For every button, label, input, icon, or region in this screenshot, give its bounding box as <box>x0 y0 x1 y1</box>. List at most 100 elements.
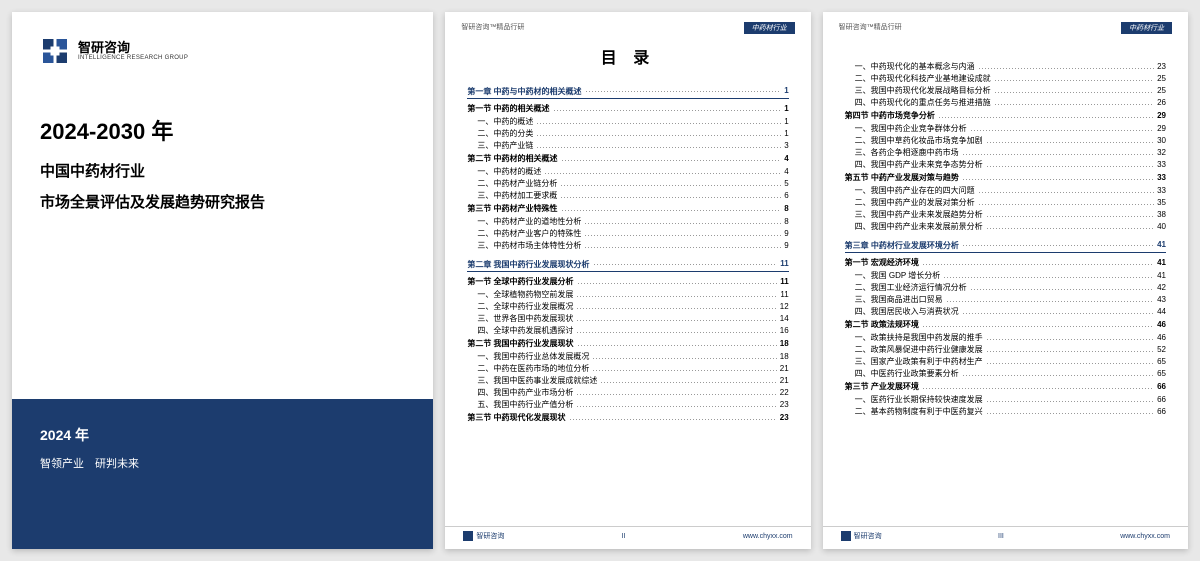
toc-label: 一、我国中药产业存在的四大问题 <box>855 185 975 196</box>
toc-footer: 智研咨询 III www.chyxx.com <box>823 526 1188 549</box>
toc-page-number: 1 <box>784 117 788 126</box>
toc-page-number: 40 <box>1157 222 1166 231</box>
toc-page-number: 66 <box>1157 382 1166 391</box>
toc-item: 一、我国中药企业竞争群体分析29 <box>855 123 1166 134</box>
toc-label: 一、中药的概述 <box>477 116 533 127</box>
toc-leader <box>560 192 781 198</box>
toc-label: 第一章 中药与中药材的相关概述 <box>467 86 581 97</box>
toc-label: 三、中药材加工要求概 <box>477 190 557 201</box>
header-badge: 中药材行业 <box>744 22 795 34</box>
toc-leader <box>536 142 781 148</box>
toc-item: 二、中药材产业链分析 5 <box>477 178 788 189</box>
toc-body: 第一章 中药与中药材的相关概述1第一节 中药的相关概述1一、中药的概述1二、中药… <box>445 78 810 526</box>
toc-leader <box>584 218 781 224</box>
toc-item: 四、我国居民收入与消费状况44 <box>855 306 1166 317</box>
toc-item: 二、我国中药产业的发展对策分析35 <box>855 197 1166 208</box>
toc-item: 四、中药现代化的重点任务与推进措施26 <box>855 97 1166 108</box>
toc-header: 智研咨询™精品行研 中药材行业 <box>823 12 1188 38</box>
toc-leader <box>938 112 1154 118</box>
toc-leader <box>962 308 1154 314</box>
toc-leader <box>584 230 781 236</box>
toc-label: 四、全球中药发展机遇探讨 <box>477 325 573 336</box>
toc-chapter: 第二章 我国中药行业发展现状分析11 <box>467 259 788 272</box>
toc-item: 一、医药行业长期保持较快速度发展66 <box>855 394 1166 405</box>
toc-label: 二、我国中草药化妆品市场竞争加剧 <box>855 135 983 146</box>
toc-page-number: 16 <box>780 326 789 335</box>
toc-label: 三、国家产业政策有利于中药材生产 <box>855 356 983 367</box>
toc-label: 二、中药材产业链分析 <box>477 178 557 189</box>
toc-page-number: 11 <box>780 290 788 299</box>
toc-leader <box>994 75 1154 81</box>
toc-label: 五、我国中药行业产值分析 <box>477 399 573 410</box>
cover-title: 2024-2030 年 <box>40 114 405 146</box>
toc-label: 第五节 中药产业发展对策与趋势 <box>845 172 959 183</box>
toc-item: 四、我国中药产业未来竞争态势分析33 <box>855 159 1166 170</box>
toc-label: 第三章 中药材行业发展环境分析 <box>845 240 959 251</box>
toc-section: 第三节 产业发展环境 66 <box>845 381 1166 392</box>
toc-label: 第二节 政策法规环境 <box>845 319 919 330</box>
toc-body: 一、中药现代化的基本概念与内涵23二、中药现代化科技产业基地建设成就 25 三、我国… <box>823 60 1188 526</box>
toc-item: 一、中药材产业的道地性分析8 <box>477 216 788 227</box>
toc-leader <box>986 396 1154 402</box>
toc-item: 一、中药材的概述4 <box>477 166 788 177</box>
toc-page-number: 18 <box>780 339 789 348</box>
toc-item: 三、世界各国中药发展现状14 <box>477 313 788 324</box>
toc-label: 三、中药材市场主体特性分析 <box>477 240 581 251</box>
toc-leader <box>561 205 782 211</box>
toc-item: 二、中药的分类1 <box>477 128 788 139</box>
toc-leader <box>962 370 1154 376</box>
toc-page-number: 26 <box>1157 98 1166 107</box>
toc-page-number: 8 <box>784 217 788 226</box>
toc-label: 一、政策扶持是我国中药发展的推手 <box>855 332 983 343</box>
toc-item: 二、我国中草药化妆品市场竞争加剧30 <box>855 135 1166 146</box>
toc-page-number: 65 <box>1157 357 1166 366</box>
toc-chapter: 第一章 中药与中药材的相关概述1 <box>467 86 788 99</box>
toc-item: 二、政策风暴促进中药行业健康发展52 <box>855 344 1166 355</box>
toc-label: 第一节 全球中药行业发展分析 <box>467 276 573 287</box>
toc-item: 一、我国中药产业存在的四大问题33 <box>855 185 1166 196</box>
toc-item: 一、中药的概述 1 <box>477 116 788 127</box>
toc-label: 四、我国中药产业市场分析 <box>477 387 573 398</box>
toc-page-number: 5 <box>784 179 788 188</box>
toc-leader <box>592 365 776 371</box>
toc-label: 二、中药现代化科技产业基地建设成就 <box>855 73 991 84</box>
toc-section: 第三节 中药现代化发展现状23 <box>467 412 788 423</box>
toc-item: 二、中药现代化科技产业基地建设成就 25 <box>855 73 1166 84</box>
brand-name-en: INTELLIGENCE RESEARCH GROUP <box>78 55 188 62</box>
toc-leader <box>978 63 1154 69</box>
toc-leader <box>946 296 1154 302</box>
toc-page-number: 21 <box>780 376 789 385</box>
toc-leader <box>544 168 781 174</box>
toc-page-number: 33 <box>1157 160 1166 169</box>
toc-label: 第二节 我国中药行业发展现状 <box>467 338 573 349</box>
toc-leader <box>986 223 1154 229</box>
toc-item: 一、中药现代化的基本概念与内涵23 <box>855 61 1166 72</box>
cover-year: 2024 年 <box>40 425 405 445</box>
header-left: 智研咨询™精品行研 <box>839 22 902 32</box>
toc-label: 第一节 中药的相关概述 <box>467 103 549 114</box>
toc-item: 三、国家产业政策有利于中药材生产 65 <box>855 356 1166 367</box>
toc-label: 二、全球中药行业发展概况 <box>477 301 573 312</box>
toc-label: 第一节 宏观经济环境 <box>845 257 919 268</box>
toc-leader <box>553 105 782 111</box>
toc-page-number: 23 <box>1157 62 1166 71</box>
toc-section: 第四节 中药市场竞争分析29 <box>845 110 1166 121</box>
toc-page-number: 14 <box>780 314 789 323</box>
toc-label: 第三节 产业发展环境 <box>845 381 919 392</box>
toc-section: 第二节 政策法规环境46 <box>845 319 1166 330</box>
toc-page-number: 9 <box>784 229 788 238</box>
toc-page-number: 25 <box>1157 74 1166 83</box>
toc-item: 四、全球中药发展机遇探讨 16 <box>477 325 788 336</box>
toc-item: 一、我国中药行业总体发展概况18 <box>477 351 788 362</box>
toc-page-number: 32 <box>1157 148 1166 157</box>
toc-page-number: 29 <box>1157 124 1166 133</box>
cover-subtitle-2: 市场全景评估及发展趋势研究报告 <box>40 191 405 212</box>
toc-leader <box>970 125 1154 131</box>
toc-leader <box>569 414 777 420</box>
toc-leader <box>584 242 781 248</box>
toc-page-number: 41 <box>1157 271 1166 280</box>
toc-page-number: 4 <box>784 154 788 163</box>
toc-item: 三、我国中药产业未来发展趋势分析38 <box>855 209 1166 220</box>
toc-item: 二、我国工业经济运行情况分析42 <box>855 282 1166 293</box>
toc-leader <box>922 321 1154 327</box>
